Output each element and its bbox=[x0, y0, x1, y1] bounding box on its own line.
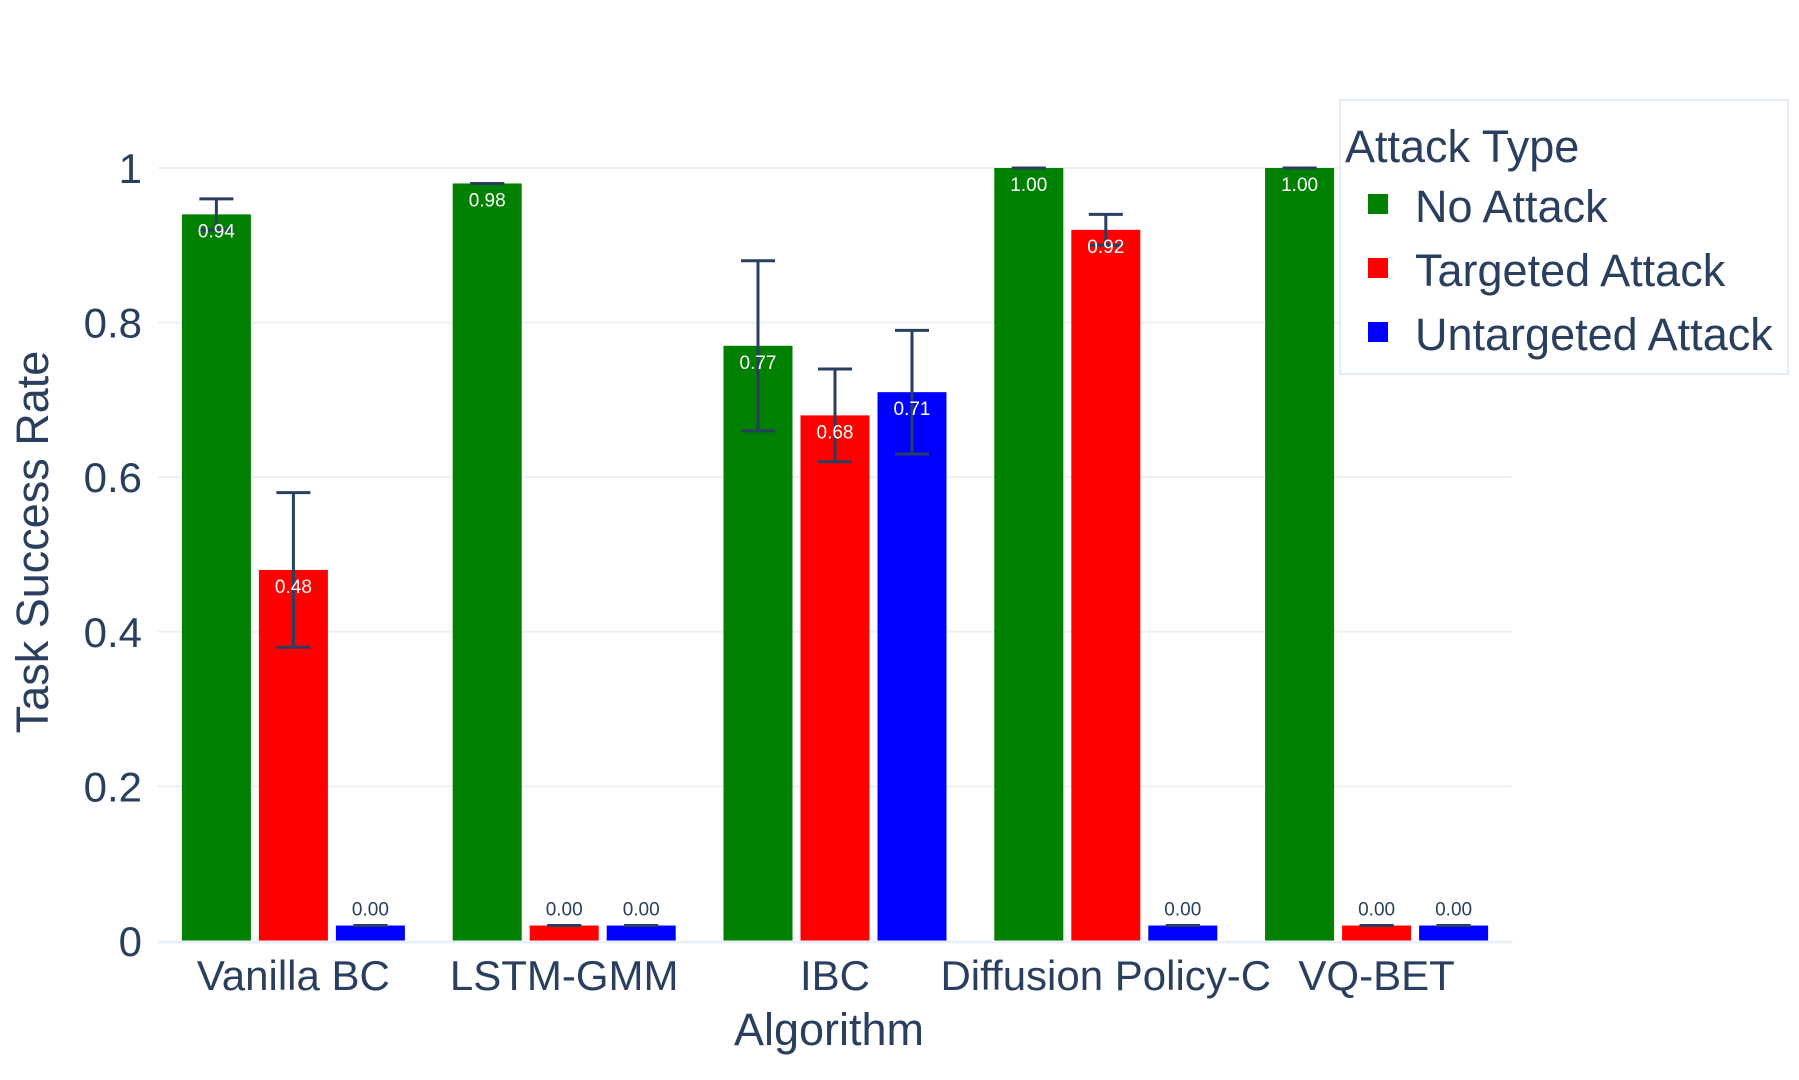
bar bbox=[800, 415, 870, 941]
y-tick-label: 1 bbox=[119, 145, 142, 192]
data-labels: 0.94 0.48 0.00 0.98 0.00 0.00 0.77 0.68 0.71 1.00… bbox=[198, 175, 1472, 921]
bar bbox=[1265, 168, 1335, 941]
y-tick-label: 0.4 bbox=[84, 609, 142, 656]
legend-item-label: No Attack bbox=[1415, 181, 1608, 232]
bar-value-label: 0.68 bbox=[817, 422, 854, 443]
y-tick-label: 0 bbox=[119, 918, 142, 965]
y-tick-label: 0.8 bbox=[84, 300, 142, 347]
legend-swatch bbox=[1368, 194, 1388, 214]
bar bbox=[1419, 925, 1489, 941]
legend-item-label: Untargeted Attack bbox=[1415, 309, 1773, 360]
bar-value-label: 0.71 bbox=[894, 399, 931, 420]
bar bbox=[1071, 229, 1141, 942]
x-tick-label: Vanilla BC bbox=[197, 952, 390, 999]
legend-swatch bbox=[1368, 322, 1388, 342]
legend-swatch bbox=[1368, 258, 1388, 278]
error-bar bbox=[1088, 212, 1123, 247]
bar-value-label: 1.00 bbox=[1281, 175, 1318, 196]
bar-value-label: 0.98 bbox=[469, 190, 506, 211]
bar bbox=[452, 183, 522, 941]
bars bbox=[181, 168, 1489, 942]
bar bbox=[181, 214, 251, 941]
bar-value-label: 0.00 bbox=[1435, 900, 1472, 921]
legend-box bbox=[1339, 99, 1789, 375]
error-bar bbox=[818, 367, 852, 464]
bar-value-label: 0.00 bbox=[1164, 900, 1201, 921]
x-tick-label: IBC bbox=[800, 952, 870, 999]
legend-item-label: Targeted Attack bbox=[1415, 245, 1726, 296]
x-tick-label: Diffusion Policy-C bbox=[940, 952, 1271, 999]
bar-value-label: 0.92 bbox=[1087, 237, 1124, 258]
bar bbox=[606, 925, 676, 941]
x-tick-label: LSTM-GMM bbox=[450, 952, 679, 999]
bar bbox=[335, 925, 405, 941]
bar-value-label: 0.77 bbox=[740, 353, 777, 374]
bar-value-label: 1.00 bbox=[1010, 175, 1047, 196]
error-bar bbox=[741, 259, 775, 433]
y-tick-label: 0.6 bbox=[84, 454, 142, 501]
bar-value-label: 0.00 bbox=[352, 900, 389, 921]
bar-value-label: 0.00 bbox=[546, 900, 583, 921]
bar-value-label: 0.00 bbox=[1358, 900, 1395, 921]
error-bars bbox=[199, 166, 1471, 928]
bar bbox=[877, 392, 947, 941]
bar bbox=[1342, 925, 1412, 941]
axes: 0 0.2 0.4 0.6 0.8 1 Vanilla BC LSTM-GMM IBC Diffu… bbox=[84, 145, 1512, 999]
legend: Attack Type No Attack Targeted Attack Unta… bbox=[1339, 99, 1789, 375]
bar-value-label: 0.00 bbox=[623, 900, 660, 921]
error-bar bbox=[895, 328, 929, 456]
bar bbox=[994, 168, 1064, 941]
x-axis-title: Algorithm bbox=[734, 1004, 924, 1055]
y-axis-title: Task Success Rate bbox=[7, 351, 58, 734]
error-bar bbox=[199, 197, 234, 232]
error-bar bbox=[276, 491, 311, 649]
bar-value-label: 0.48 bbox=[275, 577, 312, 598]
x-tick-label: VQ-BET bbox=[1298, 952, 1454, 999]
bar-value-label: 0.94 bbox=[198, 221, 235, 242]
bar bbox=[1148, 925, 1218, 941]
bar bbox=[529, 925, 599, 941]
legend-title: Attack Type bbox=[1345, 121, 1579, 172]
y-tick-label: 0.2 bbox=[84, 763, 142, 810]
bar bbox=[723, 345, 793, 941]
